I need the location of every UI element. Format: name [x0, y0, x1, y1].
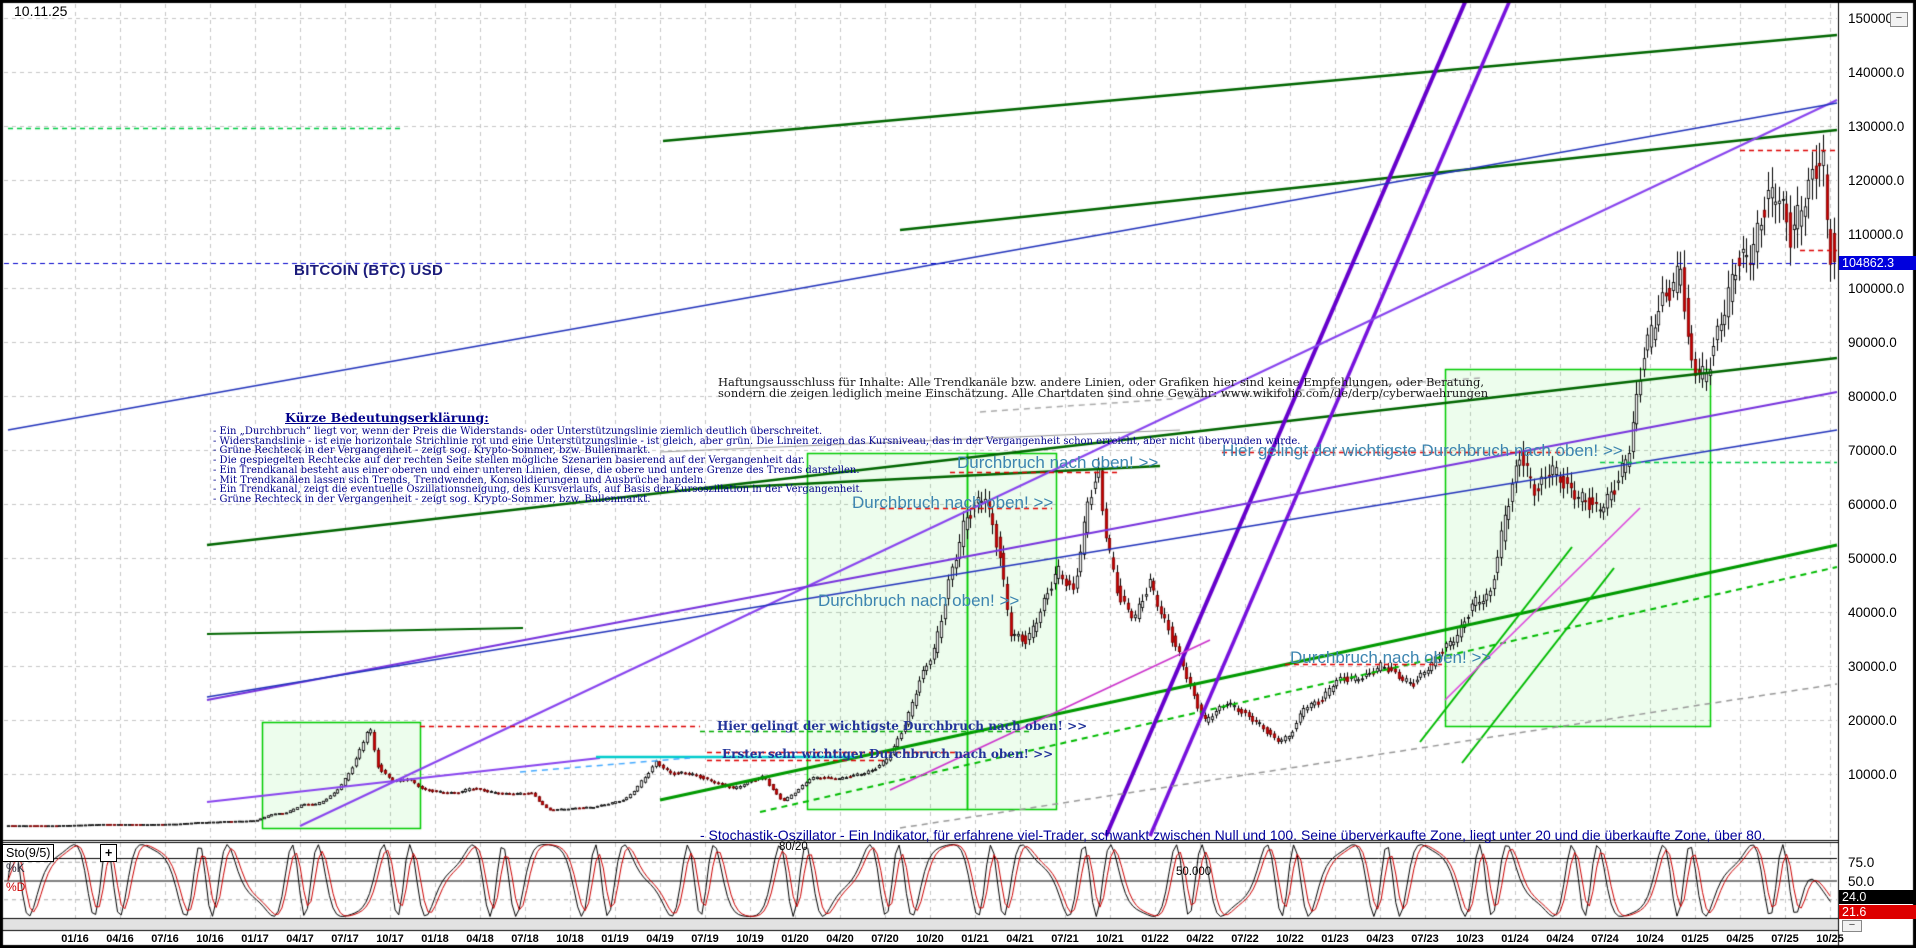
- time-axis-tick: 07/18: [511, 933, 539, 945]
- time-axis-tick: 07/21: [1051, 933, 1079, 945]
- price-axis-tick: 50000.0: [1848, 551, 1897, 566]
- price-axis-tick: 30000.0: [1848, 659, 1897, 674]
- oscillator-mid-label: 50.000: [1176, 866, 1212, 878]
- price-axis-tick: 40000.0: [1848, 605, 1897, 620]
- last-price-badge: 104862.3: [1839, 256, 1916, 270]
- time-axis-tick: 10/19: [736, 933, 764, 945]
- time-axis-tick: 07/19: [691, 933, 719, 945]
- time-axis-tick: 04/20: [826, 933, 854, 945]
- price-axis-tick: 80000.0: [1848, 389, 1897, 404]
- oscillator-axis-tick: 75.0: [1848, 855, 1875, 870]
- annotation-durchbruch: Durchbruch nach oben! >>: [957, 453, 1159, 472]
- legend-line: - Ein Trendkanal, zeigt die eventuelle O…: [213, 484, 863, 496]
- percent-k-label: %K: [6, 861, 25, 875]
- time-axis-tick: 01/24: [1501, 933, 1529, 945]
- time-axis-tick: 10/16: [196, 933, 224, 945]
- price-axis-tick: 10000.0: [1848, 767, 1897, 782]
- annotation-durchbruch: Erster sehr wichtiger Durchbruch nach ob…: [722, 747, 1054, 761]
- annotation-durchbruch: Durchbruch nach oben! >>: [852, 493, 1054, 512]
- minimize-icon[interactable]: −: [1890, 12, 1908, 27]
- time-axis-tick: 04/25: [1726, 933, 1754, 945]
- time-axis-tick: 07/23: [1411, 933, 1439, 945]
- time-axis-tick: 01/17: [241, 933, 269, 945]
- legend-line: - Grüne Rechteck in der Vergangenheit - …: [213, 445, 651, 457]
- time-axis-tick: 01/20: [781, 933, 809, 945]
- time-axis-tick: 10/23: [1456, 933, 1484, 945]
- price-axis-tick: 90000.0: [1848, 335, 1897, 350]
- time-axis-tick: 04/19: [646, 933, 674, 945]
- annotation-durchbruch: Hier gelingt der wichtigste Durchbruch n…: [717, 719, 1088, 733]
- legend-line: - Ein Trendkanal besteht aus einer obere…: [213, 464, 860, 476]
- oscillator-zone-label: 80/20: [779, 841, 808, 853]
- time-axis-tick: 07/17: [331, 933, 359, 945]
- time-axis-tick: 10/17: [376, 933, 404, 945]
- price-axis-tick: 60000.0: [1848, 497, 1897, 512]
- disclaimer-line-1: Haftungsausschluss für Inhalte: Alle Tre…: [718, 375, 1485, 389]
- legend-line: - Mit Trendkanälen lassen sich Trends, T…: [213, 474, 707, 486]
- time-axis-tick: 10/25: [1816, 933, 1844, 945]
- price-axis-tick: 110000.0: [1848, 227, 1904, 242]
- time-axis-tick: 07/24: [1591, 933, 1619, 945]
- legend-line: - Die gespiegelten Rechtecke auf der rec…: [213, 455, 805, 467]
- time-axis-tick: 04/24: [1546, 933, 1574, 945]
- legend-line: - Widerstandslinie - ist eine horizontal…: [213, 435, 1301, 447]
- time-axis-tick: 04/17: [286, 933, 314, 945]
- stochastic-d-badge: 21.6: [1839, 905, 1916, 919]
- price-axis-tick: 20000.0: [1848, 713, 1897, 728]
- disclaimer-text: Haftungsausschluss für Inhalte: Alle Tre…: [718, 375, 1489, 400]
- time-axis-tick: 01/21: [961, 933, 989, 945]
- time-axis-tick: 04/18: [466, 933, 494, 945]
- time-axis-tick: 07/25: [1771, 933, 1799, 945]
- time-axis-tick: 04/23: [1366, 933, 1394, 945]
- time-axis-tick: 07/22: [1231, 933, 1259, 945]
- time-axis-tick: 07/20: [871, 933, 899, 945]
- time-axis-tick: 04/16: [106, 933, 134, 945]
- time-axis-tick: 01/22: [1141, 933, 1169, 945]
- time-axis-tick: 10/24: [1636, 933, 1664, 945]
- legend-heading: Kürze Bedeutungserklärung:: [285, 410, 489, 425]
- price-axis-tick: 130000.0: [1848, 119, 1905, 134]
- time-axis-tick: 01/16: [61, 933, 89, 945]
- time-axis-tick: 01/18: [421, 933, 449, 945]
- legend-line: - Grüne Rechteck in der Vergangenheit - …: [213, 493, 651, 505]
- collapse-icon[interactable]: −: [1842, 920, 1862, 932]
- time-axis-tick: 10/20: [916, 933, 944, 945]
- stochastic-note: - Stochastik-Oszillator - Ein Indikator,…: [700, 827, 1766, 843]
- price-axis-tick: 100000.0: [1848, 281, 1905, 296]
- price-axis-tick: 140000.0: [1848, 65, 1905, 80]
- time-axis-tick: 10/21: [1096, 933, 1124, 945]
- oscillator-axis-tick: 50.0: [1848, 874, 1875, 889]
- time-axis-tick: 01/23: [1321, 933, 1349, 945]
- annotation-durchbruch: Hier gelingt der wichtigste Durchbruch n…: [1222, 441, 1623, 460]
- chart-title: BITCOIN (BTC) USD: [294, 262, 444, 279]
- time-axis-tick: 04/21: [1006, 933, 1034, 945]
- disclaimer-line-2: sondern die zeigen lediglich meine Einsc…: [718, 386, 1489, 400]
- price-axis-tick: 120000.0: [1848, 173, 1905, 188]
- time-axis-tick: 10/18: [556, 933, 584, 945]
- indicator-label[interactable]: Sto(9/5): [2, 844, 55, 862]
- price-axis-tick: 70000.0: [1848, 443, 1897, 458]
- stochastic-k-badge: 24.0: [1839, 890, 1916, 904]
- add-indicator-button[interactable]: +: [100, 844, 118, 862]
- annotation-durchbruch: Durchbruch nach oben! >>: [818, 591, 1020, 610]
- annotation-durchbruch: Durchbruch nach oben! >>: [1290, 648, 1492, 667]
- time-axis-tick: 01/25: [1681, 933, 1709, 945]
- percent-d-label: %D: [6, 880, 26, 894]
- time-axis-tick: 01/19: [601, 933, 629, 945]
- legend-line: - Ein „Durchbruch“ liegt vor, wenn der P…: [213, 426, 823, 437]
- time-axis-tick: 10/22: [1276, 933, 1304, 945]
- time-axis-tick: 04/22: [1186, 933, 1214, 945]
- time-axis-tick: 07/16: [151, 933, 179, 945]
- date-label: 10.11.25: [14, 3, 68, 19]
